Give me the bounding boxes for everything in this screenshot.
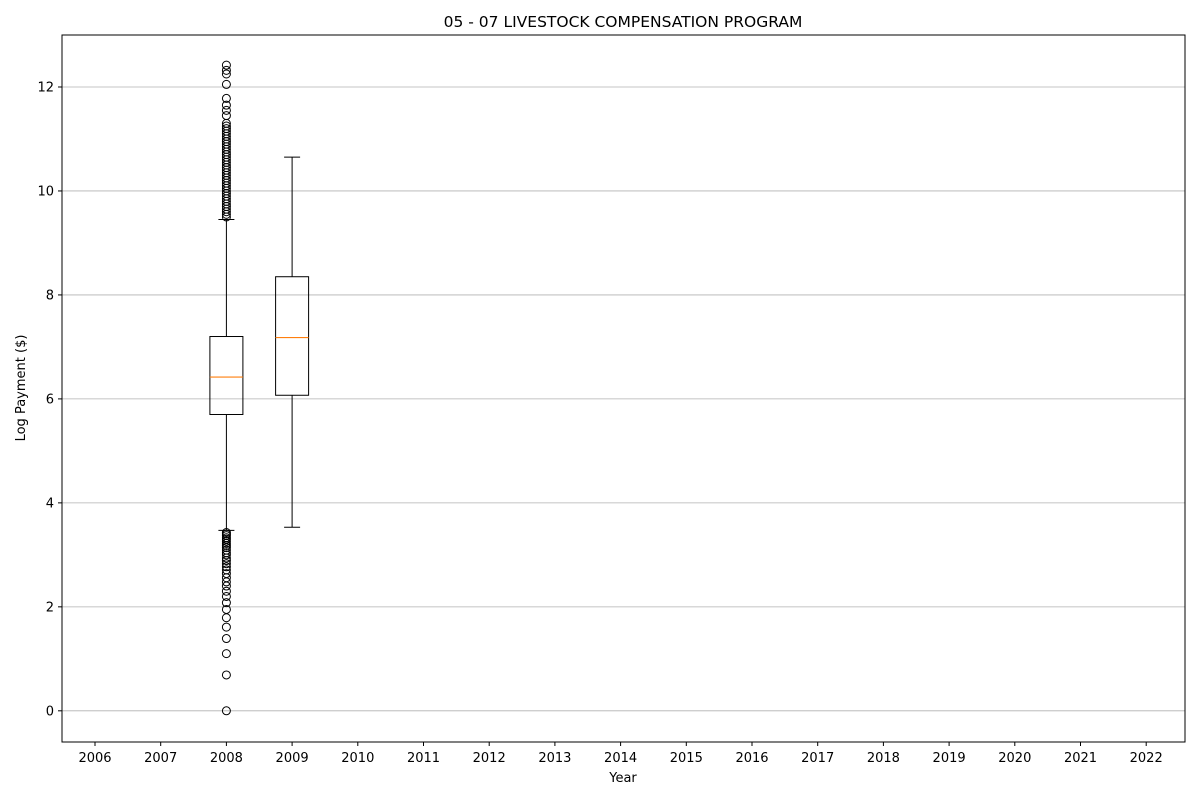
x-tick-label: 2012 [473,751,506,766]
outlier-point [221,105,231,115]
outlier-point [221,559,231,569]
x-tick-label: 2009 [276,751,309,766]
y-tick-label: 10 [37,184,54,199]
x-tick-label: 2015 [670,751,703,766]
outlier-point [221,550,231,560]
x-tick-label: 2018 [867,751,900,766]
y-tick-label: 12 [37,80,54,95]
x-tick-label: 2022 [1130,751,1163,766]
grid-lines [62,86,1185,712]
chart-title: 05 - 07 LIVESTOCK COMPENSATION PROGRAM [444,13,803,31]
outlier-point [221,591,231,601]
outlier-point [221,111,231,121]
x-tick-label: 2007 [144,751,177,766]
outlier-point [221,69,231,79]
y-tick-label: 4 [46,496,54,511]
outlier-point [221,536,231,546]
outlier-point [221,670,231,680]
box-2008 [209,60,244,716]
outlier-point [221,634,231,644]
outlier-point [221,613,231,623]
x-tick-label: 2011 [407,751,440,766]
outlier-point [221,79,231,89]
outlier-point [221,586,231,596]
y-axis-label: Log Payment ($) [14,335,29,442]
x-tick-label: 2019 [933,751,966,766]
outlier-point [221,124,231,134]
outlier-point [221,533,231,543]
x-axis: 2006 2007 2008 2009 2010 2011 2012 2013 2014 2015… [78,742,1163,766]
x-tick-label: 2021 [1064,751,1097,766]
outlier-point [221,649,231,659]
outlier-point [221,562,231,572]
plot-area-frame [61,34,1186,743]
box-2009 [275,156,310,528]
x-tick-label: 2010 [341,751,374,766]
y-tick-label: 0 [46,704,54,719]
y-tick-label: 6 [46,392,54,407]
outlier-point [221,706,231,716]
outlier-point [221,622,231,632]
x-tick-label: 2006 [78,751,111,766]
x-tick-label: 2017 [801,751,834,766]
x-axis-label: Year [608,771,637,786]
outlier-point [221,545,231,555]
y-tick-label: 2 [46,600,54,615]
outlier-point [221,604,231,614]
outlier-point [221,100,231,110]
x-tick-label: 2008 [210,751,243,766]
y-axis: 0 2 4 6 8 10 12 [37,80,62,719]
outlier-point [221,565,231,575]
y-tick-label: 8 [46,288,54,303]
x-tick-label: 2013 [538,751,571,766]
outlier-point [221,569,231,579]
outlier-point [221,121,231,131]
outlier-point [221,93,231,103]
outlier-point [221,598,231,608]
chart-marks [209,60,310,716]
outlier-point [221,527,231,537]
outlier-point [221,548,231,558]
outlier-point [221,60,231,70]
iqr-box [209,336,244,415]
x-tick-label: 2016 [735,751,768,766]
x-tick-label: 2014 [604,751,637,766]
outlier-point [221,65,231,75]
x-tick-label: 2020 [998,751,1031,766]
iqr-box [275,276,310,396]
